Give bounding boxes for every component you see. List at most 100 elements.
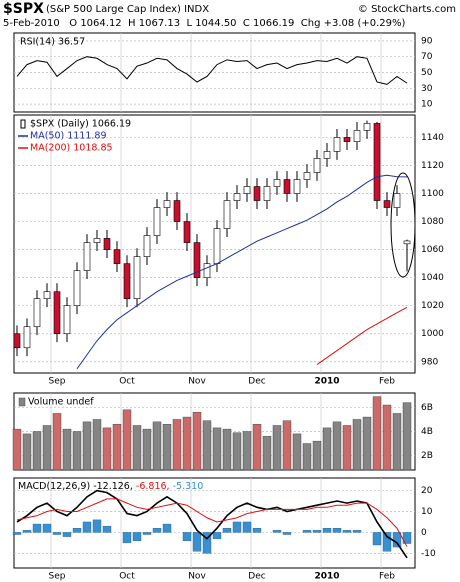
y-tick-label: 2B <box>421 451 433 461</box>
histogram-bar <box>142 532 152 535</box>
candle-body <box>83 242 91 271</box>
candle-body <box>193 242 201 278</box>
histogram-bar <box>202 532 212 554</box>
histogram-bar <box>12 532 22 535</box>
x-tick-label: Oct <box>119 572 135 582</box>
candle-body <box>343 137 351 142</box>
histogram-bar <box>382 532 392 552</box>
candle-body <box>233 193 241 201</box>
moving-average <box>316 306 408 365</box>
candle-body <box>293 179 301 194</box>
volume-bar <box>62 428 72 471</box>
x-tick-label: 2010 <box>314 572 339 582</box>
candle-body <box>393 193 401 208</box>
histogram-bar <box>302 530 312 533</box>
volume-bar <box>302 443 312 471</box>
histogram-bar <box>222 528 232 533</box>
histogram-bar <box>52 532 62 535</box>
histogram-bar <box>122 532 132 544</box>
histogram-bar <box>92 519 102 533</box>
security-name: (S&P 500 Large Cap Index) INDX <box>46 4 209 15</box>
x-tick-label: Dec <box>248 572 265 582</box>
panel-title: MACD(12,26,9) -12.126, -6.816, -5.310 <box>18 481 203 492</box>
candle-body <box>63 305 71 335</box>
volume-bar <box>252 424 262 471</box>
legend-label: MA(200) 1018.85 <box>30 143 113 154</box>
volume-bar <box>152 421 162 471</box>
y-tick-label: 50 <box>421 68 433 78</box>
candle-body <box>113 249 121 264</box>
x-tick-label: Nov <box>188 377 206 387</box>
volume-bar <box>142 428 152 471</box>
candle-body <box>173 200 181 222</box>
candle-body <box>273 179 281 187</box>
panel-title: RSI(14) 36.57 <box>20 37 85 48</box>
volume-bar <box>362 416 372 471</box>
volume-bar <box>102 427 112 471</box>
volume-bar <box>312 440 322 471</box>
histogram-bar <box>182 532 192 541</box>
y-tick-label: 6B <box>421 403 433 413</box>
histogram-bar <box>372 532 382 546</box>
volume-bar <box>12 428 22 471</box>
volume-bar <box>232 432 242 471</box>
symbol: $SPX <box>3 1 44 17</box>
candle-body <box>203 263 211 278</box>
y-tick-label: 4B <box>421 427 433 437</box>
histogram-bar <box>332 528 342 533</box>
legend-swatch <box>20 119 26 129</box>
candle-body <box>103 238 111 250</box>
candle-body <box>153 207 161 236</box>
candle-body <box>123 263 131 299</box>
volume-bar <box>322 427 332 471</box>
candle-body <box>53 291 61 335</box>
histogram-bar <box>242 521 252 533</box>
histogram-bar <box>42 523 52 533</box>
candle-body <box>253 186 261 201</box>
candle-body <box>223 200 231 229</box>
histogram-bar <box>272 530 282 533</box>
histogram-bar <box>212 532 222 539</box>
candle-body <box>143 235 151 257</box>
volume-bar <box>192 412 202 471</box>
volume-bar <box>202 420 212 471</box>
panel-frame <box>13 477 416 569</box>
volume-bar <box>52 413 62 471</box>
histogram-bar <box>252 528 262 533</box>
candle-body <box>373 123 381 201</box>
volume-bar <box>22 433 32 471</box>
histogram-bar <box>102 525 112 533</box>
x-tick-label: Nov <box>188 572 206 582</box>
y-tick-label: 70 <box>421 52 433 62</box>
x-tick-label: 2010 <box>314 377 339 387</box>
annotation-circle <box>390 172 416 278</box>
volume-bar <box>222 428 232 471</box>
candle-body <box>403 240 411 245</box>
candle-body <box>243 186 251 194</box>
macd-line <box>16 489 408 559</box>
y-tick-label: 20 <box>421 486 433 496</box>
legend-label: MA(50) 1111.89 <box>30 131 107 142</box>
volume-bar <box>82 421 92 471</box>
histogram-bar <box>312 530 322 533</box>
candle-body <box>303 172 311 180</box>
y-tick-label: 1060 <box>421 245 444 255</box>
x-tick-label: Dec <box>248 377 265 387</box>
candle-body <box>323 151 331 159</box>
panel-title: Volume undef <box>28 397 94 408</box>
rsi-line <box>16 56 408 85</box>
volume-bar <box>292 433 302 471</box>
legend-label: $SPX (Daily) 1066.19 <box>30 119 131 130</box>
volume-bar <box>392 413 402 471</box>
y-tick-label: 1120 <box>421 161 444 171</box>
volume-bar <box>282 420 292 471</box>
x-tick-label: Sep <box>49 377 66 387</box>
candle-body <box>363 123 371 131</box>
histogram-bar <box>192 532 202 552</box>
volume-bar <box>132 425 142 471</box>
volume-bar <box>212 427 222 471</box>
y-tick-label: 90 <box>421 36 433 46</box>
histogram-bar <box>152 528 162 533</box>
volume-bar <box>162 424 172 471</box>
